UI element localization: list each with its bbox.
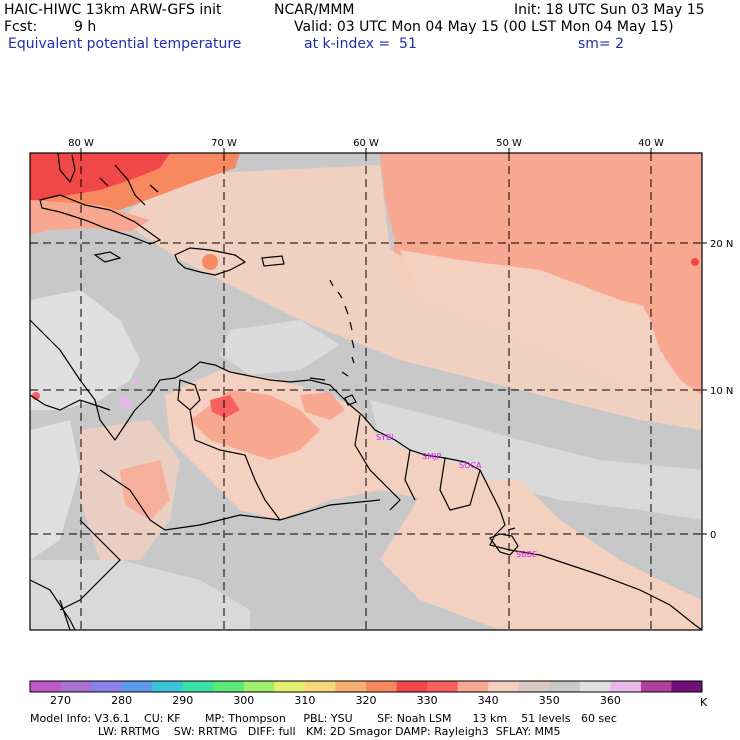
model-info-line2: LW: RRTMG SW: RRTMG DIFF: full KM: 2D Sm… [98, 725, 561, 738]
colorbar-swatch [304, 681, 336, 692]
lat-label-10n: 10 N [710, 386, 733, 397]
colorbar-swatch [182, 681, 214, 692]
model-title: HAIC-HIWC 13km ARW-GFS init [4, 2, 222, 18]
forecast-hour: 9 h [74, 19, 97, 35]
colorbar-swatch [152, 681, 184, 692]
colorbar-tick-label: 300 [233, 694, 255, 707]
colorbar-tick-label: 330 [416, 694, 438, 707]
lon-label-40w: 40 W [638, 138, 664, 149]
organization: NCAR/MMM [274, 2, 355, 18]
colorbar-swatch [121, 681, 153, 692]
colorbar-swatch [366, 681, 398, 692]
colorbar-swatch [213, 681, 245, 692]
colorbar-swatch [610, 681, 642, 692]
station-sybi: SYBI [376, 433, 394, 442]
colorbar-tick-label: 360 [599, 694, 621, 707]
colorbar-swatch [243, 681, 275, 692]
colorbar-swatch [427, 681, 459, 692]
init-time: Init: 18 UTC Sun 03 May 15 [514, 2, 705, 18]
lon-label-60w: 60 W [353, 138, 379, 149]
colorbar-tick-label: 290 [172, 694, 194, 707]
colorbar-swatch [335, 681, 367, 692]
colorbar-tick-label: 310 [294, 694, 316, 707]
colorbar-swatch [91, 681, 123, 692]
forecast-label: Fcst: [4, 19, 38, 35]
colorbar-tick-label: 320 [355, 694, 377, 707]
station-soca: SOCA [459, 461, 482, 470]
colorbar [29, 680, 703, 693]
colorbar-swatch [640, 681, 672, 692]
colorbar-swatch [488, 681, 520, 692]
lat-label-20n: 20 N [710, 239, 733, 250]
colorbar-swatch [274, 681, 306, 692]
model-info-line1: Model Info: V3.6.1 CU: KF MP: Thompson P… [30, 712, 617, 725]
lon-label-70w: 70 W [211, 138, 237, 149]
station-smjp: SMJP [422, 452, 441, 461]
level-label: at k-index = 51 [304, 36, 417, 52]
colorbar-swatch [518, 681, 550, 692]
grid-lines [30, 153, 702, 630]
colorbar-swatch [579, 681, 611, 692]
valid-time: Valid: 03 UTC Mon 04 May 15 (00 LST Mon … [294, 19, 674, 35]
station-sbbe: SBBE [516, 550, 537, 559]
lon-label-80w: 80 W [68, 138, 94, 149]
colorbar-swatch [549, 681, 581, 692]
colorbar-swatch [396, 681, 428, 692]
lon-label-50w: 50 W [496, 138, 522, 149]
colorbar-tick-label: 350 [538, 694, 560, 707]
colorbar-swatch [671, 681, 703, 692]
smoothing-label: sm= 2 [578, 36, 625, 52]
colorbar-unit: K [700, 696, 708, 709]
coastlines [30, 153, 702, 630]
colorbar-tick-label: 270 [50, 694, 72, 707]
colorbar-swatch [457, 681, 489, 692]
colorbar-swatch [60, 681, 92, 692]
colorbar-tick-label: 280 [111, 694, 133, 707]
colorbar-tick-label: 340 [477, 694, 499, 707]
colorbar-frame [29, 680, 703, 693]
colorbar-swatch [30, 681, 62, 692]
field-name: Equivalent potential temperature [8, 36, 242, 52]
lat-label-0: 0 [710, 530, 716, 541]
